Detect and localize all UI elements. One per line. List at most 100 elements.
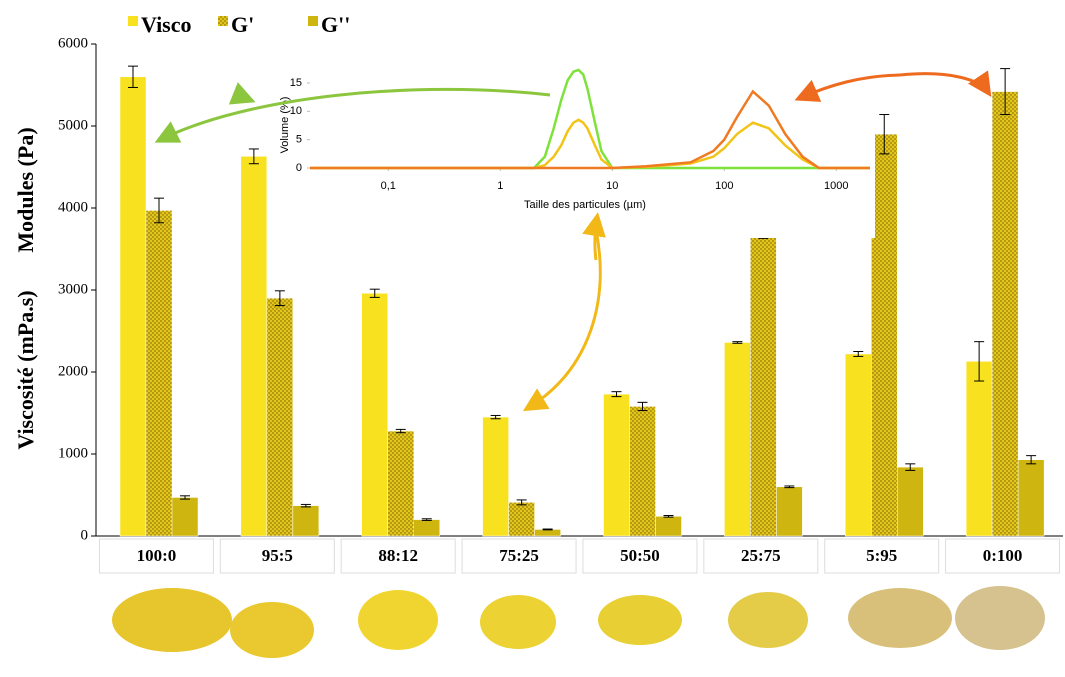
photo	[480, 595, 556, 649]
x-tick-label: 100:0	[137, 546, 177, 565]
error-bar	[637, 401, 648, 412]
category-box	[582, 538, 698, 574]
error-bar	[128, 65, 138, 88]
bar	[266, 297, 294, 537]
x-tick-label: 5:95	[866, 546, 897, 565]
photo	[112, 588, 232, 652]
y-tick-label: 0	[81, 527, 89, 543]
bar	[965, 361, 993, 537]
bar	[603, 393, 630, 537]
x-tick-label: 1000	[824, 180, 848, 192]
error-bar	[879, 114, 890, 155]
bar	[655, 516, 682, 537]
photo	[358, 590, 438, 650]
photo	[230, 602, 314, 658]
error-bar	[905, 463, 916, 471]
error-bar	[853, 351, 864, 357]
x-tick-label: 95:5	[262, 546, 293, 565]
photo	[598, 595, 682, 645]
x-tick-label: 100	[715, 180, 733, 192]
category-box	[219, 538, 335, 574]
error-bar	[395, 428, 406, 434]
error-bar	[732, 341, 743, 344]
x-tick-label: 1	[497, 180, 503, 192]
y-tick-label: 4000	[58, 199, 88, 215]
x-tick-label: 10	[606, 180, 618, 192]
photo	[848, 588, 952, 648]
x-tick-label: 50:50	[620, 546, 660, 565]
y-tick-label: 5	[296, 134, 302, 146]
category-box	[945, 538, 1061, 574]
bar	[508, 502, 535, 537]
legend-label: G''	[321, 12, 350, 37]
error-bar	[154, 197, 164, 224]
y-tick-label: 10	[290, 105, 302, 117]
sample-photos	[112, 586, 1045, 658]
error-bar	[490, 414, 501, 420]
bar	[871, 133, 898, 537]
arrow	[582, 212, 606, 261]
bar	[171, 497, 199, 537]
bar	[145, 210, 173, 537]
error-bar	[611, 391, 622, 398]
x-tick-label: 75:25	[499, 546, 539, 565]
error-bar	[248, 148, 259, 165]
legend-swatch	[308, 16, 318, 26]
bar	[292, 505, 320, 537]
bar	[750, 233, 777, 537]
line	[310, 89, 870, 170]
x-tick-label: 0:100	[983, 546, 1023, 565]
y-tick-label: 0	[296, 162, 302, 174]
y-axis-label: Volume (%)	[279, 97, 291, 154]
arrow	[522, 229, 602, 412]
legend-label: Visco	[141, 12, 192, 37]
category-box	[703, 538, 819, 574]
y-axis-label: Modules (Pa)	[13, 127, 38, 252]
error-bar	[421, 518, 432, 521]
x-tick-label: 25:75	[741, 546, 781, 565]
bar	[776, 486, 803, 537]
category-box	[98, 538, 214, 574]
error-bar	[274, 290, 285, 307]
error-bar	[663, 515, 674, 518]
legend-swatch	[218, 16, 228, 26]
legend-label: G'	[231, 12, 254, 37]
bar	[119, 76, 147, 537]
x-tick-label: 88:12	[378, 546, 418, 565]
y-tick-label: 15	[290, 77, 302, 89]
bar	[534, 529, 561, 537]
bar	[240, 156, 268, 537]
y-axis-label: Viscosité (mPa.s)	[13, 290, 38, 449]
error-bar	[369, 288, 380, 298]
bar	[629, 406, 656, 537]
arrow	[899, 70, 992, 97]
error-bar	[784, 485, 795, 489]
line	[310, 118, 870, 170]
arrow	[154, 87, 551, 143]
category-box	[340, 538, 456, 574]
error-bar	[542, 528, 553, 531]
error-bar	[516, 499, 527, 506]
y-tick-label: 1000	[58, 445, 88, 461]
legend-swatch	[128, 16, 138, 26]
error-bar	[180, 495, 190, 500]
bar	[482, 416, 509, 537]
y-tick-label: 3000	[58, 281, 88, 297]
category-box	[824, 538, 940, 574]
bar	[1017, 459, 1045, 537]
bar	[387, 430, 414, 537]
error-bar	[300, 503, 311, 508]
photo	[955, 586, 1045, 650]
line	[310, 68, 870, 170]
y-tick-label: 6000	[58, 35, 88, 51]
y-tick-label: 2000	[58, 363, 88, 379]
bar	[845, 353, 872, 537]
bar	[361, 293, 388, 537]
x-tick-label: 0,1	[381, 180, 396, 192]
arrow	[794, 73, 901, 102]
error-bar	[1000, 68, 1011, 116]
photo	[728, 592, 808, 648]
category-box	[461, 538, 577, 574]
error-bar	[1026, 455, 1037, 465]
